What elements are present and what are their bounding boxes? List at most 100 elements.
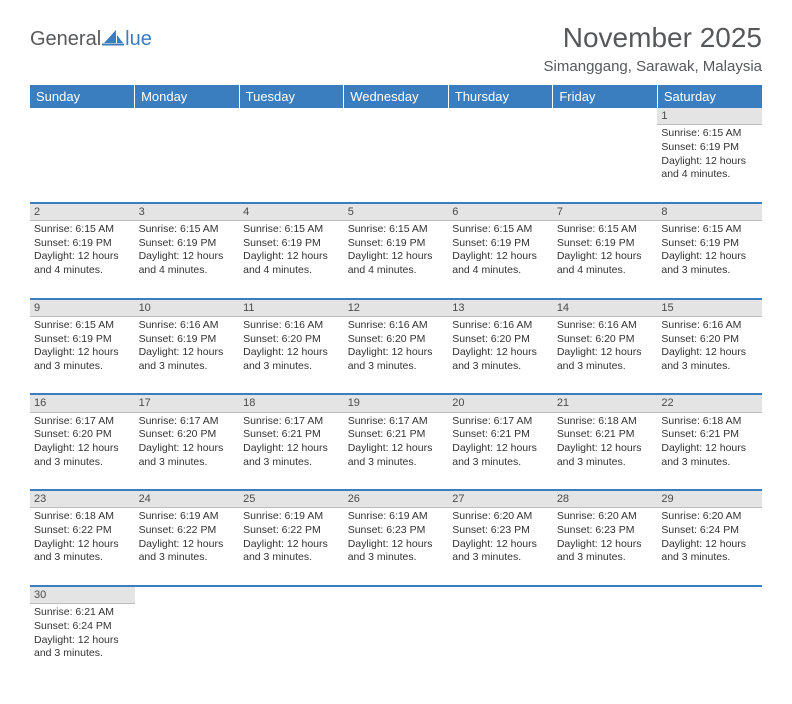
day-cell: Sunrise: 6:16 AMSunset: 6:20 PMDaylight:…: [344, 316, 449, 394]
sunrise-line: Sunrise: 6:18 AM: [34, 510, 131, 524]
day-number-row: 16171819202122: [30, 394, 762, 412]
sunset-line: Sunset: 6:21 PM: [661, 428, 758, 442]
day-cell: Sunrise: 6:19 AMSunset: 6:22 PMDaylight:…: [239, 508, 344, 586]
daylight-line: Daylight: 12 hours and 3 minutes.: [452, 442, 549, 469]
day-cell-text: Sunrise: 6:15 AMSunset: 6:19 PMDaylight:…: [34, 319, 131, 374]
day-number: [30, 108, 135, 125]
calendar-page: General lue November 2025 Simanggang, Sa…: [0, 0, 792, 704]
daylight-line: Daylight: 12 hours and 3 minutes.: [661, 538, 758, 565]
sunset-line: Sunset: 6:19 PM: [661, 237, 758, 251]
day-cell: [135, 125, 240, 203]
day-cell: Sunrise: 6:18 AMSunset: 6:22 PMDaylight:…: [30, 508, 135, 586]
title-block: November 2025 Simanggang, Sarawak, Malay…: [544, 22, 762, 75]
sunset-line: Sunset: 6:21 PM: [348, 428, 445, 442]
day-cell-text: Sunrise: 6:18 AMSunset: 6:22 PMDaylight:…: [34, 510, 131, 565]
sunset-line: Sunset: 6:22 PM: [243, 524, 340, 538]
day-cell: Sunrise: 6:15 AMSunset: 6:19 PMDaylight:…: [344, 221, 449, 299]
sunset-line: Sunset: 6:21 PM: [557, 428, 654, 442]
day-cell: Sunrise: 6:20 AMSunset: 6:24 PMDaylight:…: [657, 508, 762, 586]
sunset-line: Sunset: 6:19 PM: [452, 237, 549, 251]
daylight-line: Daylight: 12 hours and 4 minutes.: [452, 250, 549, 277]
sunrise-line: Sunrise: 6:16 AM: [452, 319, 549, 333]
day-number: 13: [448, 299, 553, 317]
daylight-line: Daylight: 12 hours and 3 minutes.: [139, 442, 236, 469]
sunrise-line: Sunrise: 6:16 AM: [348, 319, 445, 333]
day-cell: Sunrise: 6:17 AMSunset: 6:21 PMDaylight:…: [239, 412, 344, 490]
daylight-line: Daylight: 12 hours and 3 minutes.: [139, 346, 236, 373]
header: General lue November 2025 Simanggang, Sa…: [30, 22, 762, 75]
day-number: [344, 586, 449, 604]
day-number: 27: [448, 490, 553, 508]
day-cell: [30, 125, 135, 203]
daylight-line: Daylight: 12 hours and 3 minutes.: [557, 538, 654, 565]
sunrise-line: Sunrise: 6:18 AM: [661, 415, 758, 429]
day-cell: Sunrise: 6:18 AMSunset: 6:21 PMDaylight:…: [553, 412, 658, 490]
day-number: 24: [135, 490, 240, 508]
sunrise-line: Sunrise: 6:15 AM: [661, 127, 758, 141]
sunset-line: Sunset: 6:20 PM: [139, 428, 236, 442]
day-number: 20: [448, 394, 553, 412]
sunrise-line: Sunrise: 6:15 AM: [34, 223, 131, 237]
daylight-line: Daylight: 12 hours and 4 minutes.: [243, 250, 340, 277]
day-cell: Sunrise: 6:19 AMSunset: 6:22 PMDaylight:…: [135, 508, 240, 586]
day-cell-text: Sunrise: 6:17 AMSunset: 6:21 PMDaylight:…: [452, 415, 549, 470]
day-cell: [135, 604, 240, 682]
day-cell: Sunrise: 6:15 AMSunset: 6:19 PMDaylight:…: [135, 221, 240, 299]
daylight-line: Daylight: 12 hours and 4 minutes.: [348, 250, 445, 277]
sunrise-line: Sunrise: 6:17 AM: [34, 415, 131, 429]
logo-text-general: General: [30, 28, 101, 51]
sunset-line: Sunset: 6:20 PM: [661, 333, 758, 347]
day-number: 18: [239, 394, 344, 412]
sunset-line: Sunset: 6:19 PM: [243, 237, 340, 251]
day-cell-text: Sunrise: 6:15 AMSunset: 6:19 PMDaylight:…: [348, 223, 445, 278]
day-cell: [239, 125, 344, 203]
sunset-line: Sunset: 6:24 PM: [34, 620, 131, 634]
day-header: Thursday: [448, 85, 553, 108]
day-cell-text: Sunrise: 6:16 AMSunset: 6:20 PMDaylight:…: [557, 319, 654, 374]
day-cell-text: Sunrise: 6:16 AMSunset: 6:20 PMDaylight:…: [452, 319, 549, 374]
sunrise-line: Sunrise: 6:15 AM: [557, 223, 654, 237]
day-cell: [448, 604, 553, 682]
daylight-line: Daylight: 12 hours and 3 minutes.: [452, 346, 549, 373]
day-cell: Sunrise: 6:17 AMSunset: 6:21 PMDaylight:…: [448, 412, 553, 490]
day-cell: Sunrise: 6:15 AMSunset: 6:19 PMDaylight:…: [30, 316, 135, 394]
day-cell: [553, 125, 658, 203]
day-number: 19: [344, 394, 449, 412]
day-cell-text: Sunrise: 6:17 AMSunset: 6:20 PMDaylight:…: [34, 415, 131, 470]
day-cell-text: Sunrise: 6:15 AMSunset: 6:19 PMDaylight:…: [243, 223, 340, 278]
day-number: 30: [30, 586, 135, 604]
sunrise-line: Sunrise: 6:19 AM: [243, 510, 340, 524]
day-number: [135, 586, 240, 604]
day-number-row: 9101112131415: [30, 299, 762, 317]
day-cell: Sunrise: 6:20 AMSunset: 6:23 PMDaylight:…: [553, 508, 658, 586]
day-content-row: Sunrise: 6:17 AMSunset: 6:20 PMDaylight:…: [30, 412, 762, 490]
day-number-row: 2345678: [30, 203, 762, 221]
day-number: 25: [239, 490, 344, 508]
sunrise-line: Sunrise: 6:15 AM: [243, 223, 340, 237]
day-cell-text: Sunrise: 6:18 AMSunset: 6:21 PMDaylight:…: [557, 415, 654, 470]
day-cell: [657, 604, 762, 682]
day-cell: [448, 125, 553, 203]
sunrise-line: Sunrise: 6:16 AM: [661, 319, 758, 333]
day-cell-text: Sunrise: 6:16 AMSunset: 6:20 PMDaylight:…: [243, 319, 340, 374]
day-header-row: Sunday Monday Tuesday Wednesday Thursday…: [30, 85, 762, 108]
sunrise-line: Sunrise: 6:19 AM: [348, 510, 445, 524]
day-cell-text: Sunrise: 6:17 AMSunset: 6:21 PMDaylight:…: [243, 415, 340, 470]
day-number: [553, 586, 658, 604]
daylight-line: Daylight: 12 hours and 3 minutes.: [348, 442, 445, 469]
sunrise-line: Sunrise: 6:17 AM: [243, 415, 340, 429]
sunrise-line: Sunrise: 6:20 AM: [452, 510, 549, 524]
day-number: 29: [657, 490, 762, 508]
day-cell-text: Sunrise: 6:17 AMSunset: 6:20 PMDaylight:…: [139, 415, 236, 470]
daylight-line: Daylight: 12 hours and 3 minutes.: [661, 346, 758, 373]
sunrise-line: Sunrise: 6:21 AM: [34, 606, 131, 620]
daylight-line: Daylight: 12 hours and 3 minutes.: [348, 346, 445, 373]
sunrise-line: Sunrise: 6:16 AM: [139, 319, 236, 333]
day-content-row: Sunrise: 6:15 AMSunset: 6:19 PMDaylight:…: [30, 125, 762, 203]
day-cell: Sunrise: 6:15 AMSunset: 6:19 PMDaylight:…: [657, 125, 762, 203]
day-cell: Sunrise: 6:15 AMSunset: 6:19 PMDaylight:…: [30, 221, 135, 299]
sunset-line: Sunset: 6:23 PM: [452, 524, 549, 538]
day-header: Sunday: [30, 85, 135, 108]
sunset-line: Sunset: 6:24 PM: [661, 524, 758, 538]
daylight-line: Daylight: 12 hours and 3 minutes.: [34, 442, 131, 469]
